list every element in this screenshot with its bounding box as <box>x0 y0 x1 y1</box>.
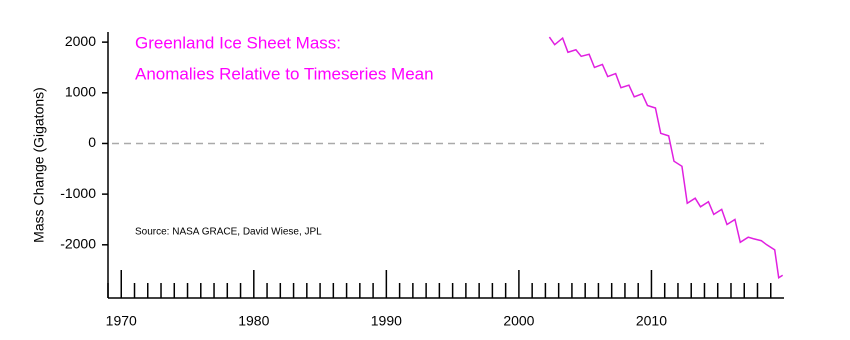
x-tick-label: 2010 <box>636 313 667 329</box>
x-tick-label: 1970 <box>106 313 137 329</box>
y-tick-label: 2000 <box>65 33 96 49</box>
data-line <box>548 36 784 279</box>
y-axis-label: Mass Change (Gigatons) <box>31 87 47 243</box>
x-tick-label: 2000 <box>503 313 534 329</box>
x-tick-label: 1980 <box>238 313 269 329</box>
y-tick-label: 1000 <box>65 84 96 100</box>
y-tick-label: -1000 <box>60 185 96 201</box>
source-annotation: Source: NASA GRACE, David Wiese, JPL <box>135 227 322 238</box>
chart-subtitle: Anomalies Relative to Timeseries Mean <box>135 64 434 83</box>
y-tick-label: 0 <box>88 134 96 150</box>
chart-title: Greenland Ice Sheet Mass: <box>135 33 341 52</box>
y-tick-label: -2000 <box>60 236 96 252</box>
x-tick-label: 1990 <box>371 313 402 329</box>
